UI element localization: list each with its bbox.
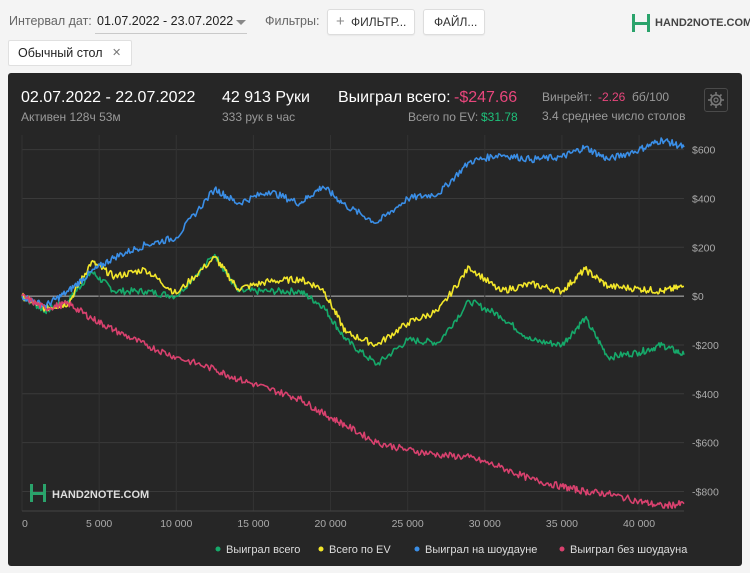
date-interval-label: Интервал дат: xyxy=(9,14,92,28)
chart-series xyxy=(21,137,685,510)
y-tick-label: $200 xyxy=(692,242,716,254)
series-line xyxy=(21,255,685,348)
hand2note-logo: HAND2NOTE.COM xyxy=(630,12,750,36)
x-tick-label: 0 xyxy=(22,518,28,530)
x-tick-label: 35 000 xyxy=(546,518,578,530)
x-axis-ticks: 0 5 000 10 000 15 000 20 000 25 000 30 000 35 0… xyxy=(22,518,655,530)
date-interval-value[interactable]: 01.07.2022 - 23.07.2022 xyxy=(97,14,234,28)
filter-button-label: ФИЛЬТР... xyxy=(351,15,407,29)
x-tick-label: 10 000 xyxy=(160,518,192,530)
watermark-text: HAND2NOTE.COM xyxy=(52,489,149,501)
y-tick-label: $0 xyxy=(692,291,704,303)
x-tick-label: 40 000 xyxy=(623,518,655,530)
legend-marker xyxy=(559,546,565,552)
legend-marker xyxy=(414,546,420,552)
plus-icon: + xyxy=(336,13,345,30)
y-tick-label: -$600 xyxy=(692,438,719,450)
y-axis-ticks: $600 $400 $200 $0 -$200 -$400 -$600 -$800 xyxy=(692,145,719,499)
legend-label[interactable]: Всего по EV xyxy=(329,544,391,556)
gear-icon xyxy=(708,92,724,108)
stats-won-label: Выиграл всего: xyxy=(338,89,451,106)
stats-winrate-value: -2.26 xyxy=(598,90,626,104)
legend-marker xyxy=(318,546,324,552)
stats-won-value: -$247.66 xyxy=(454,89,518,106)
x-tick-label: 15 000 xyxy=(237,518,269,530)
legend-label[interactable]: Выиграл на шоудауне xyxy=(425,544,537,556)
file-button-label: ФАЙЛ... xyxy=(434,15,478,29)
stats-active: Активен 128ч 53м xyxy=(21,110,121,124)
logo-text: HAND2NOTE.COM xyxy=(655,17,750,29)
stats-range: 02.07.2022 - 22.07.2022 xyxy=(21,89,196,106)
filter-tag-label: Обычный стол xyxy=(18,46,103,60)
x-tick-label: 25 000 xyxy=(392,518,424,530)
series-line xyxy=(21,293,685,510)
close-icon[interactable]: ✕ xyxy=(112,47,122,59)
series-line xyxy=(21,137,685,309)
stats-ev-label: Всего по EV: xyxy=(408,110,479,124)
chevron-down-icon[interactable] xyxy=(236,20,246,25)
chart-legend: Выиграл всего Всего по EV Выиграл на шоуда… xyxy=(215,544,688,556)
settings-button[interactable] xyxy=(704,88,728,112)
y-tick-label: $400 xyxy=(692,193,716,205)
legend-marker xyxy=(215,546,221,552)
watermark-logo-icon xyxy=(30,484,46,502)
stats-ev-value: $31.78 xyxy=(481,110,518,124)
file-button[interactable]: ФАЙЛ... xyxy=(423,9,485,35)
stats-hands-per-hour: 333 рук в час xyxy=(222,110,296,124)
filters-label: Фильтры: xyxy=(265,14,320,28)
date-interval-underline xyxy=(95,33,247,34)
x-tick-label: 30 000 xyxy=(469,518,501,530)
y-tick-label: -$800 xyxy=(692,486,719,498)
filter-button[interactable]: + ФИЛЬТР... xyxy=(327,9,415,35)
chart-watermark: HAND2NOTE.COM xyxy=(30,484,149,502)
y-tick-label: $600 xyxy=(692,145,716,157)
stats-winrate-unit: бб/100 xyxy=(632,90,670,104)
chart-grid xyxy=(21,135,684,512)
x-tick-label: 5 000 xyxy=(86,518,112,530)
stats-winrate-label: Винрейт: xyxy=(542,90,593,104)
logo-mark-icon xyxy=(632,14,650,32)
stats-hands: 42 913 Руки xyxy=(222,89,310,106)
legend-label[interactable]: Выиграл всего xyxy=(226,544,300,556)
results-panel: 02.07.2022 - 22.07.2022 Активен 128ч 53м… xyxy=(8,73,742,566)
y-tick-label: -$200 xyxy=(692,340,719,352)
results-chart: $600 $400 $200 $0 -$200 -$400 -$600 -$800 0 5 00… xyxy=(21,135,719,556)
stats-avg-tables: 3.4 среднее число столов xyxy=(542,109,686,123)
filter-tag: Обычный стол ✕ xyxy=(8,40,132,66)
series-line xyxy=(21,253,685,366)
y-tick-label: -$400 xyxy=(692,389,719,401)
legend-label[interactable]: Выиграл без шоудауна xyxy=(570,544,688,556)
x-tick-label: 20 000 xyxy=(314,518,346,530)
